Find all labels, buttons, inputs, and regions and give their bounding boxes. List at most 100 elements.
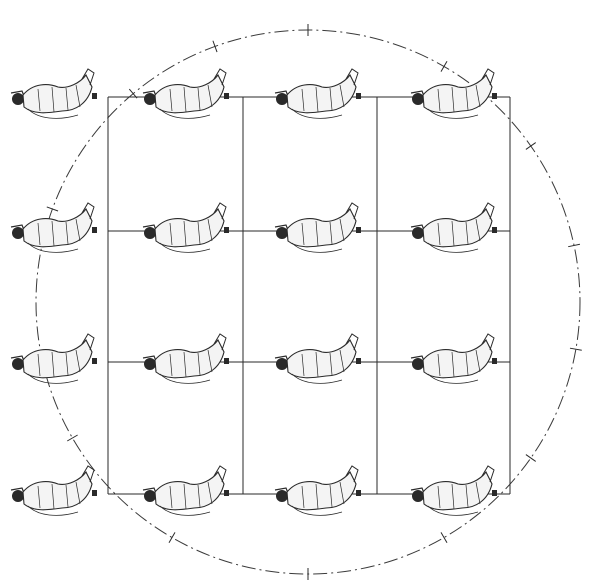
robe-hem xyxy=(291,505,343,516)
dancer-robe xyxy=(22,338,93,379)
robe-folds xyxy=(301,481,345,510)
dancer-hand xyxy=(224,358,229,364)
dancer-head xyxy=(276,227,288,239)
dancer-figure xyxy=(142,333,229,384)
robe-hem xyxy=(291,242,343,253)
dancer-hand xyxy=(92,227,97,233)
dancer-sleeve xyxy=(213,465,227,483)
circle-tick-marks xyxy=(46,24,582,580)
dancer-robe xyxy=(154,338,225,379)
dancer-head xyxy=(144,358,156,370)
robe-folds xyxy=(37,481,81,510)
robe-hem xyxy=(159,505,211,516)
dancer-hand xyxy=(92,490,97,496)
dancer-robe xyxy=(286,73,357,114)
dancer-sleeve xyxy=(213,333,227,351)
dancer-hand xyxy=(492,227,497,233)
robe-hem xyxy=(27,505,79,516)
robe-hem xyxy=(427,108,479,119)
dancer-figure xyxy=(10,202,97,253)
circle-tick xyxy=(46,206,59,212)
dancer-robe xyxy=(154,207,225,248)
dancer-hand xyxy=(356,490,361,496)
dancer-figure xyxy=(410,465,497,516)
robe-folds xyxy=(437,218,481,247)
dancer-figure xyxy=(274,68,361,119)
robe-folds xyxy=(37,84,81,113)
circle-tick xyxy=(568,243,581,248)
circle-tick xyxy=(212,40,218,53)
robe-hem xyxy=(159,373,211,384)
dancer-figure xyxy=(142,465,229,516)
robe-folds xyxy=(437,481,481,510)
robe-folds xyxy=(37,349,81,378)
circle-tick xyxy=(440,532,448,544)
dancer-head xyxy=(412,93,424,105)
robe-folds xyxy=(37,218,81,247)
robe-folds xyxy=(301,218,345,247)
dancer-robe xyxy=(286,470,357,511)
dancer-head xyxy=(12,358,24,370)
robe-folds xyxy=(301,84,345,113)
dancer-head xyxy=(276,93,288,105)
dancer-sleeve xyxy=(213,68,227,86)
dancer-figure xyxy=(142,68,229,119)
dancer-head xyxy=(144,93,156,105)
robe-folds xyxy=(169,349,213,378)
dancer-sleeve xyxy=(345,202,359,220)
robe-folds xyxy=(301,349,345,378)
dancer-head xyxy=(276,358,288,370)
dancer-hand xyxy=(92,358,97,364)
dancer-hand xyxy=(224,490,229,496)
robe-hem xyxy=(159,108,211,119)
dancer-sleeve xyxy=(81,465,95,483)
circle-tick xyxy=(569,347,582,351)
dancer-robe xyxy=(22,207,93,248)
dancer-head xyxy=(276,490,288,502)
dancer-sleeve xyxy=(81,333,95,351)
dancer-figure xyxy=(10,465,97,516)
dancer-head xyxy=(144,227,156,239)
dancer-hand xyxy=(492,358,497,364)
robe-hem xyxy=(159,242,211,253)
dancer-sleeve xyxy=(345,465,359,483)
dancer-figure xyxy=(142,202,229,253)
circle-tick xyxy=(66,434,78,442)
dancer-head xyxy=(144,490,156,502)
dancer-figure xyxy=(410,333,497,384)
dancer-hand xyxy=(356,227,361,233)
dancer-robe xyxy=(422,338,493,379)
dancer-figure xyxy=(10,68,97,119)
dancer-figure xyxy=(410,202,497,253)
robe-hem xyxy=(291,108,343,119)
dancer-hand xyxy=(492,93,497,99)
dancer-sleeve xyxy=(81,68,95,86)
dancer-figure xyxy=(274,333,361,384)
dancer-robe xyxy=(422,470,493,511)
dancer-robe xyxy=(286,207,357,248)
dancer-hand xyxy=(492,490,497,496)
formation-grid xyxy=(107,96,511,495)
robe-hem xyxy=(427,505,479,516)
robe-folds xyxy=(437,349,481,378)
dancer-robe xyxy=(422,207,493,248)
circle-tick xyxy=(525,454,537,462)
dancer-head xyxy=(12,490,24,502)
dancer-hand xyxy=(224,227,229,233)
dancer-figure xyxy=(274,465,361,516)
robe-folds xyxy=(169,218,213,247)
robe-hem xyxy=(27,108,79,119)
dancer-hand xyxy=(224,93,229,99)
dancer-sleeve xyxy=(81,202,95,220)
robe-hem xyxy=(427,373,479,384)
dancer-head xyxy=(412,490,424,502)
dancer-robe xyxy=(286,338,357,379)
dancer-hand xyxy=(356,93,361,99)
dancer-sleeve xyxy=(481,333,495,351)
dancer-robe xyxy=(154,73,225,114)
robe-folds xyxy=(169,481,213,510)
robe-hem xyxy=(27,373,79,384)
robe-hem xyxy=(27,242,79,253)
dancer-head xyxy=(412,227,424,239)
